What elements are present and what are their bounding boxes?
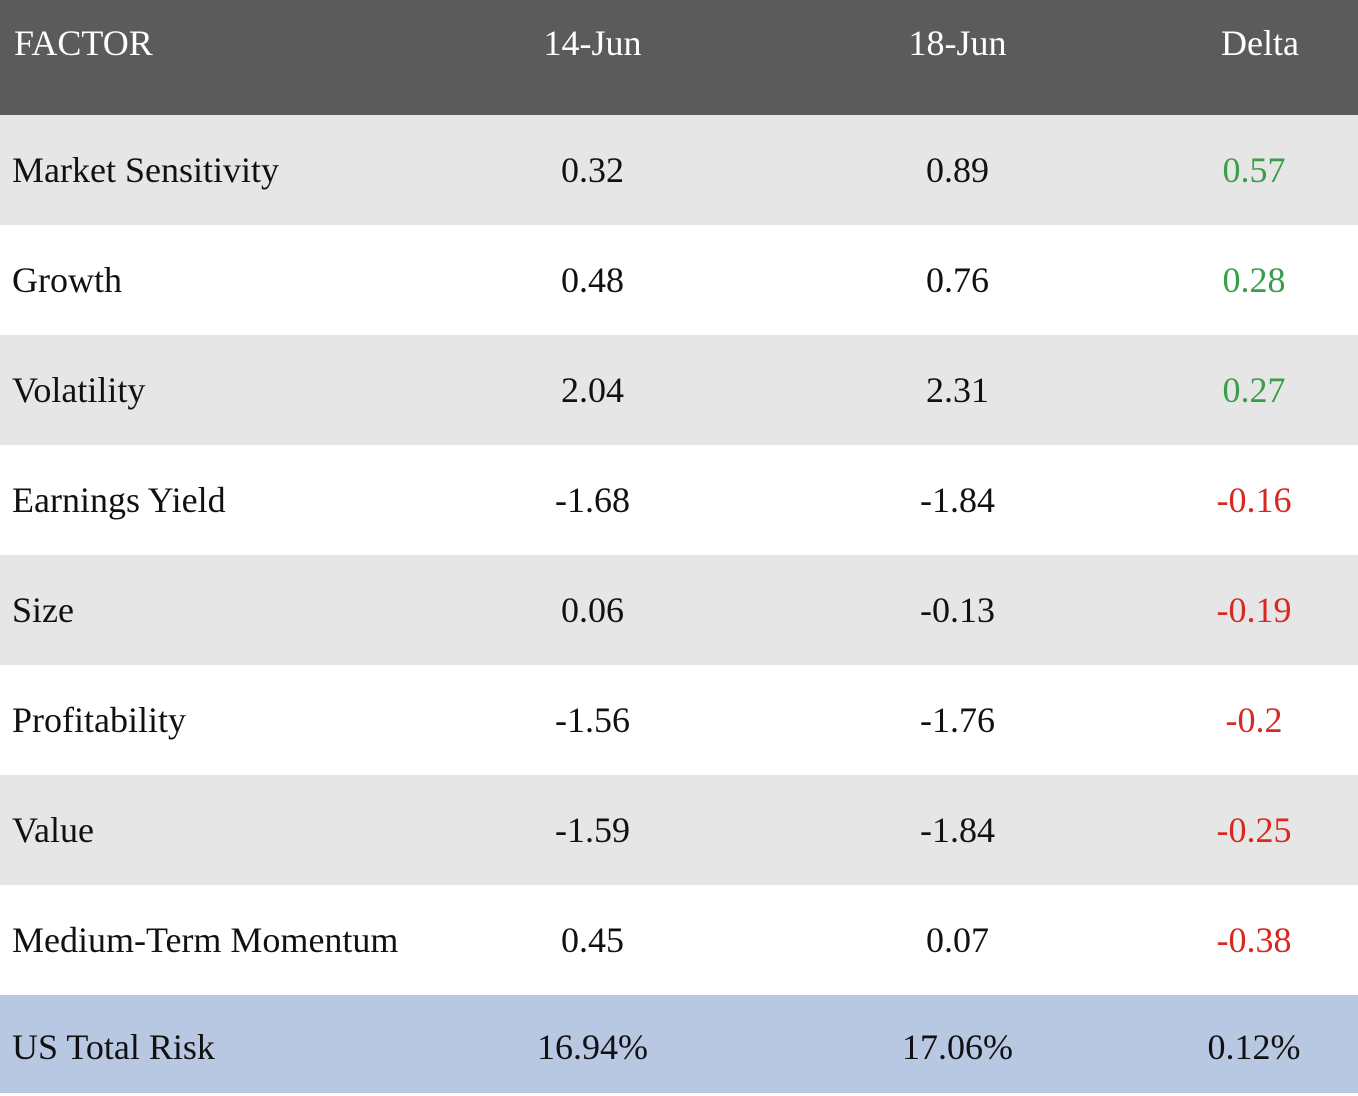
table-row: Market Sensitivity 0.32 0.89 0.57 [0, 115, 1358, 225]
delta-cell: 0.57 [1222, 150, 1286, 190]
factor-cell: Growth [12, 260, 122, 300]
delta-cell: -0.38 [1216, 920, 1292, 960]
delta-cell: -0.16 [1216, 480, 1292, 520]
delta-cell: -0.25 [1216, 810, 1292, 850]
header-factor: FACTOR [14, 23, 153, 63]
date-2-cell: -1.84 [920, 810, 995, 850]
factor-cell: Value [12, 810, 94, 850]
delta-cell: 0.28 [1222, 260, 1286, 300]
table-row: Earnings Yield -1.68 -1.84 -0.16 [0, 445, 1358, 555]
date-2-cell: 2.31 [926, 370, 989, 410]
delta-cell: 0.27 [1222, 370, 1286, 410]
table-header: FACTOR 14-Jun 18-Jun Delta [0, 0, 1358, 115]
factor-cell: Volatility [12, 370, 146, 410]
table-row: Growth 0.48 0.76 0.28 [0, 225, 1358, 335]
date-2-cell: 0.07 [926, 920, 989, 960]
factor-cell: Medium-Term Momentum [12, 920, 399, 960]
date-1-cell: 0.06 [561, 590, 624, 630]
factor-cell: Market Sensitivity [12, 150, 279, 190]
date-1-cell: 0.48 [561, 260, 624, 300]
date-2-cell: -1.76 [920, 700, 995, 740]
table-row: Medium-Term Momentum 0.45 0.07 -0.38 [0, 885, 1358, 995]
date-1-cell: 0.32 [561, 150, 624, 190]
delta-cell: -0.2 [1225, 700, 1283, 740]
total-date-2: 17.06% [902, 1027, 1013, 1067]
total-date-1: 16.94% [537, 1027, 648, 1067]
date-1-cell: 2.04 [561, 370, 624, 410]
table-row: Volatility 2.04 2.31 0.27 [0, 335, 1358, 445]
factor-cell: Size [12, 590, 74, 630]
table-row: Size 0.06 -0.13 -0.19 [0, 555, 1358, 665]
factor-cell: Profitability [12, 700, 186, 740]
total-label: US Total Risk [12, 1027, 215, 1067]
date-2-cell: -0.13 [920, 590, 995, 630]
header-date-2: 18-Jun [908, 23, 1007, 63]
date-2-cell: 0.89 [926, 150, 989, 190]
delta-cell: -0.19 [1216, 590, 1292, 630]
date-1-cell: -1.59 [555, 810, 630, 850]
total-delta: 0.12% [1207, 1027, 1301, 1067]
date-1-cell: -1.68 [555, 480, 630, 520]
date-1-cell: -1.56 [555, 700, 630, 740]
header-date-1: 14-Jun [543, 23, 642, 63]
factor-cell: Earnings Yield [12, 480, 226, 520]
table-row: Profitability -1.56 -1.76 -0.2 [0, 665, 1358, 775]
table-row: Value -1.59 -1.84 -0.25 [0, 775, 1358, 885]
date-2-cell: 0.76 [926, 260, 989, 300]
total-row: US Total Risk 16.94% 17.06% 0.12% [0, 995, 1358, 1093]
date-2-cell: -1.84 [920, 480, 995, 520]
date-1-cell: 0.45 [561, 920, 624, 960]
header-delta: Delta [1221, 23, 1299, 63]
